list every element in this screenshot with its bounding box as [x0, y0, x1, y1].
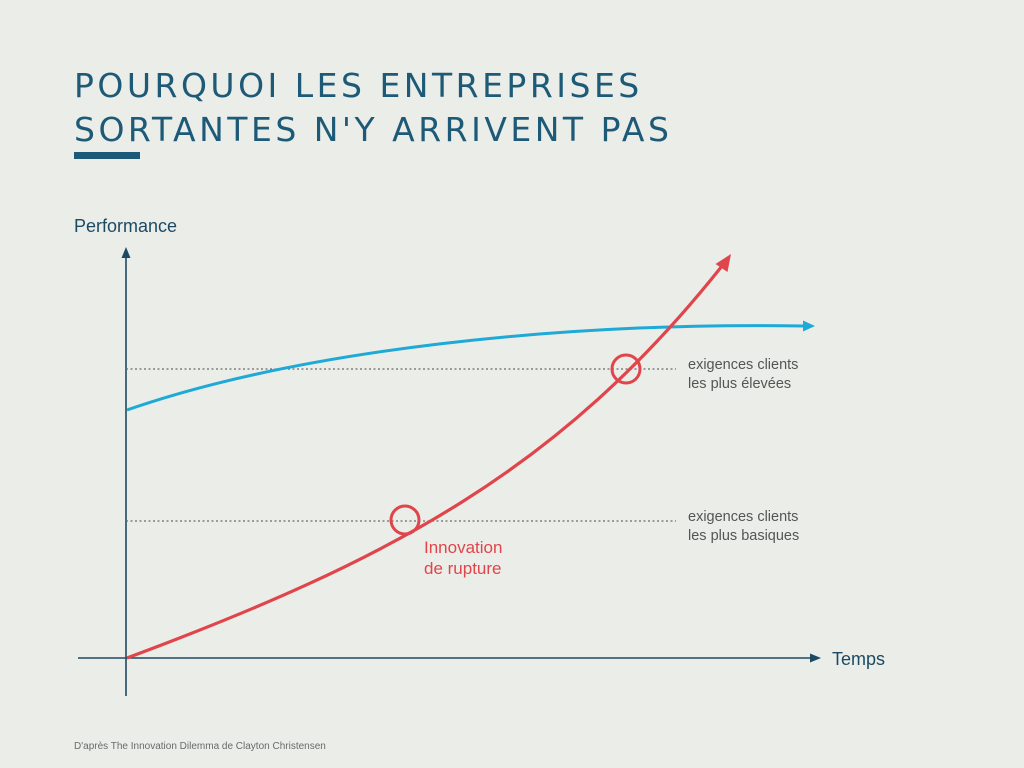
disruptive-innovation-label: Innovation de rupture [424, 538, 507, 578]
y-axis-arrowhead [121, 247, 131, 258]
y-axis-label: Performance [74, 216, 177, 236]
title-underline [74, 152, 140, 159]
title-line-2: SORTANTES N'Y ARRIVENT PAS [74, 110, 673, 149]
disruptive-curve-arrowhead [715, 254, 731, 272]
basic-requirements-crossing-marker [389, 504, 421, 536]
x-axis-arrowhead [810, 653, 821, 663]
disruptive-innovation-curve [126, 265, 724, 660]
high-requirements-label: exigences clients les plus élevées [688, 357, 802, 392]
high-requirements-crossing-marker [610, 353, 642, 385]
page-title: POURQUOI LES ENTREPRISES SORTANTES N'Y A… [74, 64, 672, 152]
title-line-1: POURQUOI LES ENTREPRISES [74, 66, 643, 105]
source-footnote: D'après The Innovation Dilemma de Clayto… [74, 741, 326, 752]
x-axis-label: Temps [832, 649, 885, 669]
incumbent-performance-curve [126, 324, 805, 412]
basic-requirements-label: exigences clients les plus basiques [688, 509, 802, 544]
incumbent-curve-arrowhead [803, 320, 815, 332]
